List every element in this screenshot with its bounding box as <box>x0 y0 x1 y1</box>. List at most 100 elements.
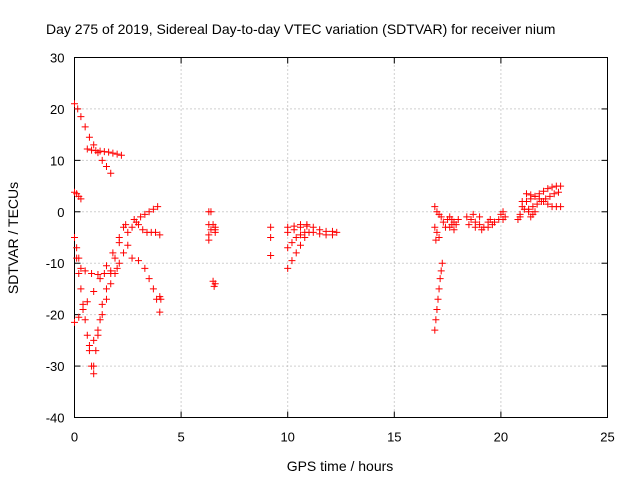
series-arc-12 <box>156 293 165 303</box>
series-cluster-9h <box>267 223 275 259</box>
data-point <box>516 210 524 218</box>
data-point <box>486 216 494 223</box>
y-tick-labels: -40 -30 -20 -10 0 10 20 30 <box>46 51 65 426</box>
series-arc-22 <box>495 208 509 223</box>
series-arc-6 <box>90 223 128 370</box>
data-point <box>431 223 439 231</box>
data-point <box>92 347 100 355</box>
grid <box>74 57 608 418</box>
data-point <box>309 228 317 236</box>
data-point <box>478 226 486 234</box>
series-arc-28 <box>525 208 539 221</box>
data-point <box>284 244 292 252</box>
data-point <box>117 151 125 159</box>
data-point <box>437 213 445 221</box>
data-point <box>435 285 443 293</box>
data-point <box>90 141 98 149</box>
data-points <box>71 100 565 378</box>
data-point <box>94 271 102 279</box>
data-point <box>471 223 479 231</box>
data-point <box>90 336 98 344</box>
series-arc-20 <box>444 213 462 234</box>
axis-ticks <box>74 57 608 418</box>
series-arc-19 <box>431 223 443 244</box>
data-point <box>156 308 164 316</box>
data-point <box>157 295 165 303</box>
data-point <box>92 147 100 155</box>
data-point <box>531 208 539 216</box>
data-point <box>141 264 149 272</box>
data-point <box>120 249 128 257</box>
series-arc-4 <box>71 234 121 279</box>
data-point <box>130 216 138 223</box>
data-point <box>134 221 142 229</box>
x-tick-label: 20 <box>494 430 508 445</box>
data-point <box>128 254 136 262</box>
data-point <box>437 267 445 275</box>
data-point <box>533 200 541 208</box>
data-point <box>491 218 499 226</box>
data-point <box>284 223 292 231</box>
data-point <box>290 222 298 230</box>
series-arc-13 <box>284 228 313 272</box>
data-point <box>102 262 110 270</box>
data-point <box>316 230 324 238</box>
series-arc-2 <box>83 145 125 159</box>
data-point <box>544 185 552 193</box>
data-point <box>124 228 132 236</box>
data-point <box>83 331 91 339</box>
data-point <box>113 150 121 158</box>
data-point <box>100 270 108 277</box>
data-point <box>535 195 543 203</box>
data-point <box>454 216 462 223</box>
data-point <box>96 275 104 283</box>
data-point <box>522 198 530 205</box>
y-tick-label: 10 <box>50 153 64 168</box>
data-point <box>98 300 106 308</box>
data-point <box>71 234 78 241</box>
series-arc-1 <box>71 100 115 177</box>
data-point <box>90 370 98 378</box>
y-tick-label: -20 <box>46 308 65 323</box>
data-point <box>111 254 119 262</box>
series-arc-10 <box>130 216 164 239</box>
data-point <box>540 187 548 195</box>
data-point <box>83 298 91 306</box>
data-point <box>73 244 81 252</box>
data-point <box>450 226 458 234</box>
series-arc-24 <box>518 198 528 213</box>
data-point <box>98 156 106 164</box>
series-arc-7 <box>71 221 130 326</box>
data-point <box>288 257 296 265</box>
data-point <box>96 147 104 155</box>
series-arc-3 <box>71 188 85 203</box>
x-tick-label: 5 <box>177 430 184 445</box>
data-point <box>448 221 456 229</box>
data-point <box>333 228 341 236</box>
series-arc-23 <box>514 210 524 223</box>
data-point <box>137 213 145 221</box>
data-point <box>301 228 309 236</box>
series-arc-18 <box>431 203 449 231</box>
data-point <box>476 213 484 221</box>
data-point <box>267 223 275 231</box>
data-point <box>149 205 157 213</box>
data-point <box>550 190 558 198</box>
data-point <box>102 295 110 303</box>
data-point <box>527 191 535 199</box>
data-point <box>139 226 147 234</box>
data-point <box>79 306 87 313</box>
x-tick-label: 25 <box>600 430 614 445</box>
data-point <box>267 252 275 259</box>
series-arc-14 <box>284 228 309 252</box>
data-point <box>525 208 533 216</box>
data-point <box>467 216 475 223</box>
data-point <box>109 149 117 157</box>
data-point <box>546 192 554 200</box>
data-point <box>88 270 96 277</box>
data-point <box>75 270 83 277</box>
data-point <box>210 282 218 290</box>
data-point <box>145 208 153 216</box>
data-point <box>85 133 93 141</box>
